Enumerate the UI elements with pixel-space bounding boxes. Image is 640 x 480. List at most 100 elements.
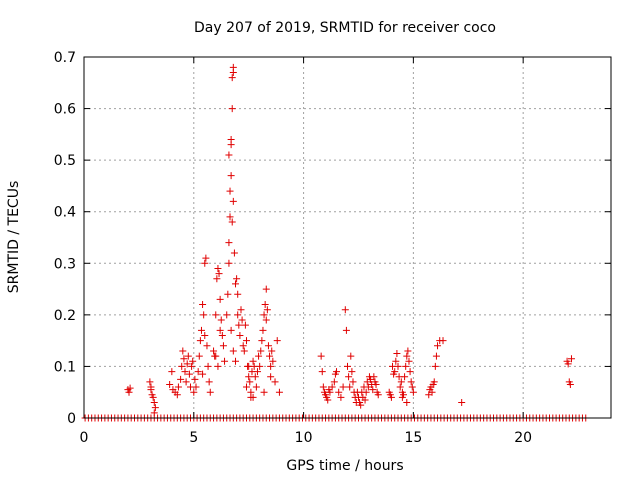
data-point bbox=[391, 368, 399, 376]
data-point bbox=[242, 337, 250, 345]
data-point bbox=[458, 399, 466, 407]
data-point bbox=[214, 264, 222, 272]
data-point bbox=[253, 368, 261, 376]
data-point bbox=[234, 311, 242, 319]
data-point bbox=[230, 249, 238, 257]
data-point bbox=[174, 383, 182, 391]
data-point bbox=[341, 306, 349, 314]
data-point bbox=[190, 388, 198, 396]
data-point bbox=[394, 362, 402, 370]
data-point bbox=[199, 301, 207, 309]
data-point bbox=[233, 275, 241, 283]
data-point bbox=[403, 399, 411, 407]
data-point bbox=[212, 311, 220, 319]
data-point bbox=[267, 373, 275, 381]
data-point bbox=[348, 368, 356, 376]
data-point bbox=[430, 378, 438, 386]
data-point bbox=[204, 362, 212, 370]
data-point bbox=[168, 368, 176, 376]
data-point bbox=[184, 352, 192, 360]
data-points bbox=[81, 63, 590, 422]
data-point bbox=[225, 259, 233, 267]
data-point bbox=[221, 357, 229, 365]
data-point bbox=[226, 213, 234, 221]
data-point bbox=[349, 378, 357, 386]
grid-layer bbox=[84, 57, 611, 418]
data-point bbox=[261, 301, 269, 309]
y-axis-label: SRMTID / TECUs bbox=[6, 181, 22, 294]
data-point bbox=[392, 357, 400, 365]
y-tick-label: 0 bbox=[67, 411, 76, 427]
data-point bbox=[397, 378, 405, 386]
data-point bbox=[192, 383, 200, 391]
data-point bbox=[401, 373, 409, 381]
data-point bbox=[275, 388, 283, 396]
data-point bbox=[213, 275, 221, 283]
y-tick-label: 0.6 bbox=[54, 102, 76, 118]
data-point bbox=[228, 74, 236, 82]
data-point bbox=[266, 352, 274, 360]
data-point bbox=[269, 357, 277, 365]
data-point bbox=[185, 370, 193, 378]
data-point bbox=[177, 375, 185, 383]
data-point bbox=[318, 368, 326, 376]
data-point bbox=[210, 347, 218, 355]
data-point bbox=[228, 105, 236, 113]
data-point bbox=[245, 362, 253, 370]
data-point bbox=[330, 378, 338, 386]
data-point bbox=[251, 373, 259, 381]
data-point bbox=[260, 311, 268, 319]
x-axis-label: GPS time / hours bbox=[286, 458, 403, 474]
data-point bbox=[405, 357, 413, 365]
data-point bbox=[249, 357, 257, 365]
data-point bbox=[218, 331, 226, 339]
data-point bbox=[188, 362, 196, 370]
data-point bbox=[237, 306, 245, 314]
data-point bbox=[150, 399, 158, 407]
x-tick-label: 15 bbox=[404, 430, 422, 446]
data-point bbox=[215, 270, 223, 278]
data-point bbox=[439, 337, 447, 345]
data-point bbox=[342, 326, 350, 334]
data-point bbox=[345, 373, 353, 381]
data-point bbox=[238, 316, 246, 324]
chart-title: Day 207 of 2019, SRMTID for receiver coc… bbox=[194, 20, 496, 36]
data-point bbox=[189, 357, 197, 365]
data-point bbox=[194, 368, 202, 376]
data-point bbox=[242, 383, 250, 391]
data-point bbox=[183, 360, 191, 368]
data-point bbox=[256, 362, 264, 370]
data-point bbox=[257, 347, 265, 355]
data-point bbox=[263, 306, 271, 314]
data-point bbox=[234, 290, 242, 298]
data-point bbox=[362, 388, 370, 396]
data-point bbox=[166, 380, 174, 388]
data-point bbox=[225, 151, 233, 159]
data-point bbox=[268, 347, 276, 355]
data-point bbox=[398, 393, 406, 401]
data-point bbox=[328, 383, 336, 391]
data-point bbox=[150, 409, 158, 417]
data-point bbox=[245, 373, 253, 381]
data-point bbox=[346, 383, 354, 391]
data-point bbox=[151, 404, 159, 412]
data-point bbox=[197, 326, 205, 334]
data-point bbox=[409, 388, 417, 396]
data-point bbox=[361, 396, 369, 404]
data-point bbox=[403, 352, 411, 360]
data-point bbox=[347, 352, 355, 360]
data-point bbox=[374, 391, 382, 399]
data-point bbox=[344, 362, 351, 370]
data-point bbox=[180, 355, 188, 363]
data-point bbox=[216, 326, 224, 334]
data-point bbox=[402, 362, 410, 370]
data-point bbox=[228, 218, 236, 226]
data-point bbox=[191, 375, 199, 383]
plot-frame bbox=[83, 56, 612, 419]
data-point bbox=[319, 383, 327, 391]
data-point bbox=[219, 342, 227, 350]
y-tick-label: 0.2 bbox=[54, 308, 76, 324]
data-point bbox=[317, 352, 325, 360]
data-point bbox=[337, 393, 345, 401]
